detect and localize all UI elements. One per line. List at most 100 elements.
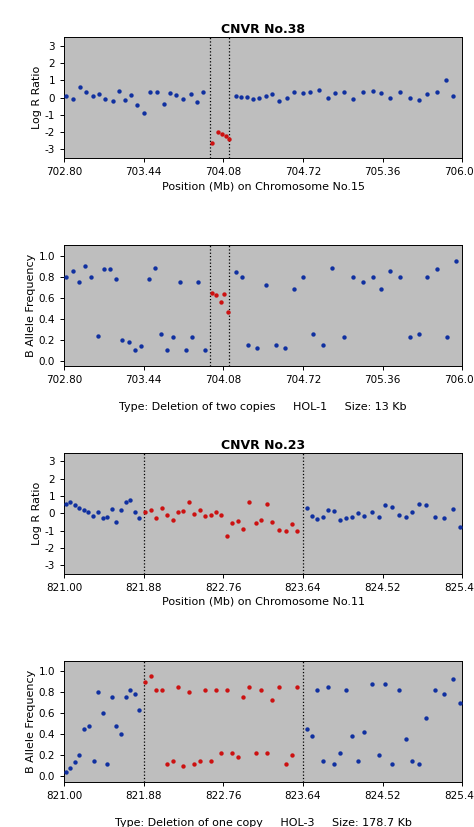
Point xyxy=(452,254,460,267)
Point xyxy=(238,270,246,283)
Point xyxy=(71,498,79,511)
Point xyxy=(94,330,101,343)
Point xyxy=(422,712,430,725)
Point xyxy=(257,683,265,696)
Point xyxy=(388,757,395,770)
Point xyxy=(66,495,74,509)
Point xyxy=(158,501,165,514)
Point xyxy=(128,88,135,102)
Point xyxy=(95,686,102,699)
Point xyxy=(135,512,143,525)
Point xyxy=(169,754,176,767)
Point xyxy=(82,260,89,273)
Point xyxy=(195,275,202,289)
Point xyxy=(69,265,76,278)
Y-axis label: Log R Ratio: Log R Ratio xyxy=(32,481,42,545)
Point xyxy=(348,729,356,743)
Point xyxy=(180,759,187,772)
Point xyxy=(456,696,464,710)
Point xyxy=(308,509,316,523)
Point xyxy=(409,505,416,519)
Point xyxy=(319,510,327,523)
Point xyxy=(324,503,332,516)
Point xyxy=(375,510,383,523)
Point xyxy=(272,338,279,351)
Point xyxy=(268,88,275,101)
Point xyxy=(113,719,120,733)
Point xyxy=(118,333,126,347)
Point xyxy=(406,92,414,105)
Point xyxy=(291,86,298,99)
Point xyxy=(283,92,291,105)
Point xyxy=(75,275,83,289)
Point xyxy=(62,497,70,510)
Point xyxy=(99,706,107,719)
Point xyxy=(117,503,125,516)
Point xyxy=(200,86,207,99)
Point xyxy=(108,502,116,515)
Point xyxy=(431,510,439,523)
Point xyxy=(369,270,376,283)
Point xyxy=(253,342,261,355)
Point xyxy=(294,681,301,694)
Point xyxy=(262,89,269,103)
Point xyxy=(368,677,375,691)
Point xyxy=(221,288,228,301)
Point xyxy=(174,506,182,519)
Point xyxy=(354,754,362,767)
Point xyxy=(172,88,180,102)
Point xyxy=(207,509,214,522)
Point xyxy=(237,90,245,103)
Point xyxy=(135,704,143,717)
Point xyxy=(294,524,301,538)
Point xyxy=(218,747,225,760)
Point xyxy=(288,748,296,762)
Point xyxy=(157,327,165,341)
X-axis label: Position (Mb) on Chromosome No.11: Position (Mb) on Chromosome No.11 xyxy=(162,597,365,607)
Point xyxy=(201,509,209,523)
Point xyxy=(158,683,165,696)
Point xyxy=(330,504,337,518)
Point xyxy=(180,93,187,106)
Point xyxy=(424,88,431,101)
Point xyxy=(104,510,111,523)
Point xyxy=(89,509,97,523)
Point xyxy=(433,85,441,98)
Point xyxy=(170,331,177,344)
Point xyxy=(288,518,296,531)
Point xyxy=(228,747,236,760)
Point xyxy=(75,748,83,762)
Point xyxy=(218,127,226,141)
Point xyxy=(275,523,283,536)
Point xyxy=(340,86,348,99)
Point xyxy=(226,132,233,146)
Point xyxy=(402,733,410,746)
Point xyxy=(449,672,457,685)
Point xyxy=(307,85,314,98)
Point xyxy=(193,95,201,108)
Point xyxy=(386,265,394,278)
Point xyxy=(375,748,383,762)
Point xyxy=(88,270,95,283)
Point xyxy=(268,515,276,528)
Point xyxy=(415,93,422,107)
Point xyxy=(396,270,404,283)
Point xyxy=(100,263,108,276)
Point xyxy=(406,331,414,344)
Title: CNVR No.23: CNVR No.23 xyxy=(221,438,305,452)
Point xyxy=(188,331,196,344)
Point xyxy=(207,754,214,767)
Point xyxy=(63,270,70,283)
Point xyxy=(415,497,422,510)
Y-axis label: B Allele Frequency: B Allele Frequency xyxy=(26,670,36,772)
Point xyxy=(117,728,125,741)
Point xyxy=(309,327,317,341)
Point xyxy=(354,507,362,520)
Point xyxy=(89,89,96,103)
Point xyxy=(246,495,253,509)
Point xyxy=(160,97,167,110)
Point xyxy=(239,691,247,704)
Point xyxy=(303,501,310,514)
Point xyxy=(324,92,331,105)
Y-axis label: B Allele Frequency: B Allele Frequency xyxy=(26,254,36,357)
